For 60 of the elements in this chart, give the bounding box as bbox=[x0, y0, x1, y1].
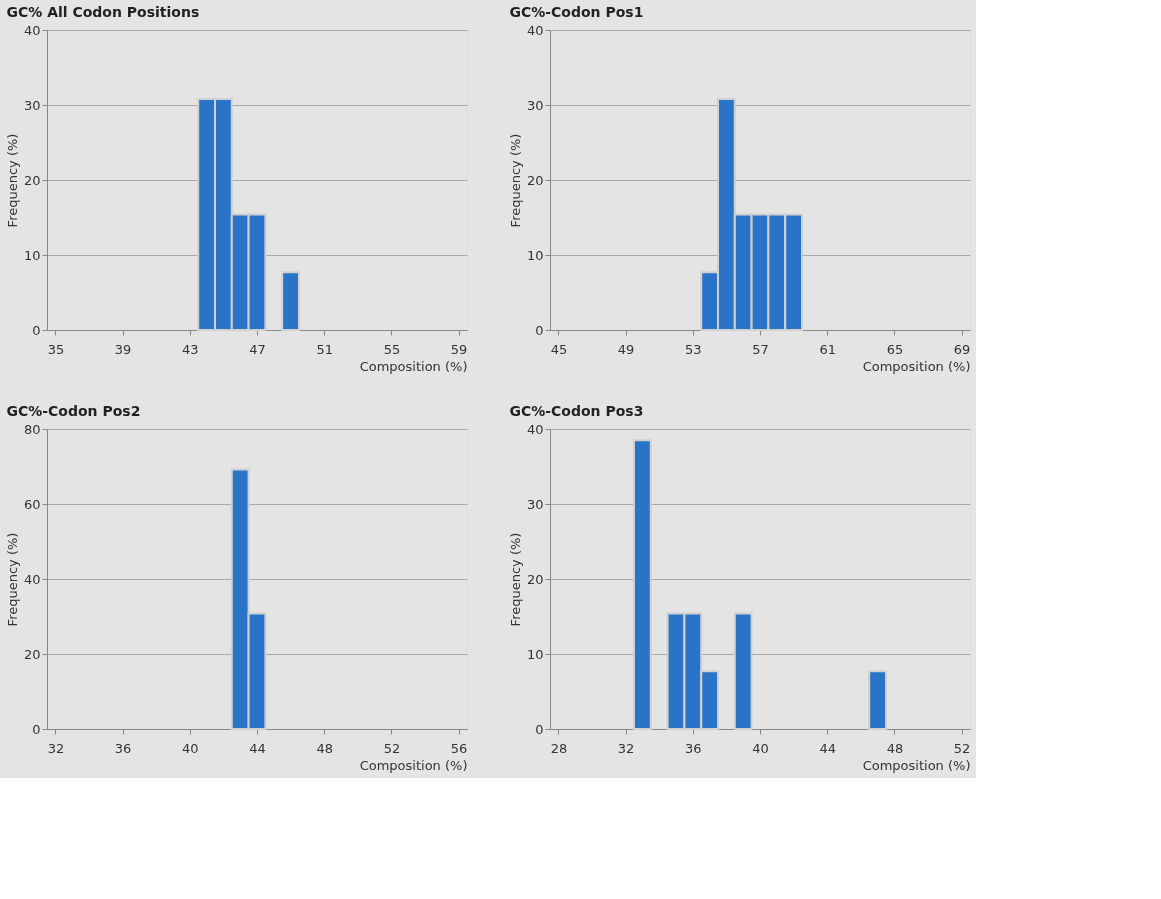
y-tick-label: 0 bbox=[32, 322, 41, 338]
x-tick-label: 69 bbox=[953, 341, 971, 357]
x-tick-label: 49 bbox=[617, 341, 635, 357]
y-tick-label: 40 bbox=[526, 421, 544, 437]
x-tick-label: 36 bbox=[114, 740, 132, 756]
x-tick-label: 55 bbox=[383, 341, 401, 357]
y-tick-label: 20 bbox=[526, 172, 544, 188]
x-tick-label: 53 bbox=[685, 341, 702, 357]
chart-title: GC%-Codon Pos1 bbox=[509, 4, 644, 20]
x-tick-label: 32 bbox=[47, 740, 65, 756]
x-tick-label: 45 bbox=[550, 341, 568, 357]
y-axis-title: Frequency (%) bbox=[507, 532, 523, 627]
x-tick-label: 51 bbox=[316, 341, 333, 357]
x-tick-label: 28 bbox=[550, 740, 568, 756]
y-tick-label: 20 bbox=[526, 571, 544, 587]
x-tick-label: 59 bbox=[450, 341, 468, 357]
x-tick-label: 57 bbox=[752, 341, 769, 357]
y-tick-label: 10 bbox=[23, 247, 41, 263]
chart-title: GC% All Codon Positions bbox=[6, 4, 200, 20]
x-axis-title: Composition (%) bbox=[359, 358, 468, 374]
y-axis-title: Frequency (%) bbox=[507, 133, 523, 228]
y-tick-label: 0 bbox=[535, 322, 544, 338]
x-tick-label: 56 bbox=[450, 740, 468, 756]
y-axis-title: Frequency (%) bbox=[4, 532, 20, 627]
y-tick-label: 40 bbox=[526, 22, 544, 38]
chart-title: GC%-Codon Pos2 bbox=[6, 403, 141, 419]
y-tick-label: 20 bbox=[23, 646, 41, 662]
y-tick-label: 20 bbox=[23, 172, 41, 188]
x-axis-title: Composition (%) bbox=[862, 358, 971, 374]
y-tick-label: 10 bbox=[526, 646, 544, 662]
y-tick-label: 40 bbox=[23, 22, 41, 38]
x-axis-title: Composition (%) bbox=[862, 757, 971, 773]
y-tick-label: 0 bbox=[535, 721, 544, 737]
x-tick-label: 48 bbox=[886, 740, 904, 756]
y-tick-label: 30 bbox=[526, 97, 544, 113]
x-tick-label: 35 bbox=[47, 341, 65, 357]
y-axis-title: Frequency (%) bbox=[4, 133, 20, 228]
y-tick-label: 30 bbox=[23, 97, 41, 113]
x-tick-label: 48 bbox=[316, 740, 333, 756]
chart-title: GC%-Codon Pos3 bbox=[509, 403, 644, 419]
x-tick-label: 39 bbox=[114, 341, 132, 357]
y-tick-label: 10 bbox=[526, 247, 544, 263]
x-tick-label: 40 bbox=[182, 740, 199, 756]
x-tick-label: 44 bbox=[249, 740, 266, 756]
x-tick-label: 40 bbox=[752, 740, 769, 756]
y-tick-label: 80 bbox=[23, 421, 41, 437]
x-tick-label: 52 bbox=[953, 740, 971, 756]
x-tick-label: 52 bbox=[383, 740, 401, 756]
x-tick-label: 61 bbox=[819, 341, 836, 357]
y-tick-label: 60 bbox=[23, 496, 41, 512]
x-tick-label: 43 bbox=[182, 341, 199, 357]
y-tick-label: 40 bbox=[23, 571, 41, 587]
x-tick-label: 65 bbox=[886, 341, 904, 357]
x-tick-label: 32 bbox=[617, 740, 635, 756]
y-tick-label: 0 bbox=[32, 721, 41, 737]
x-axis-title: Composition (%) bbox=[359, 757, 468, 773]
x-tick-label: 44 bbox=[819, 740, 836, 756]
y-tick-label: 30 bbox=[526, 496, 544, 512]
x-tick-label: 47 bbox=[249, 341, 266, 357]
x-tick-label: 36 bbox=[685, 740, 702, 756]
